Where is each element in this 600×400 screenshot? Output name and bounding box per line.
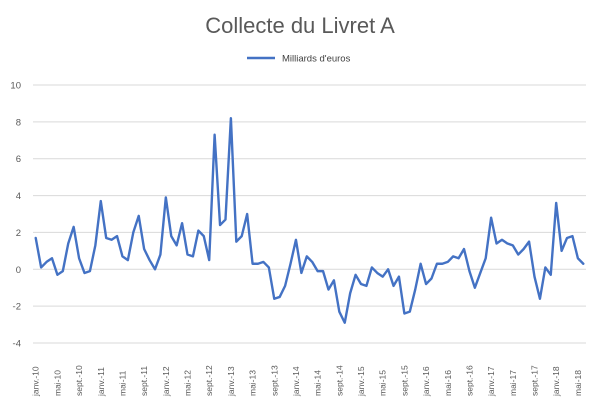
y-tick-label: -4: [13, 339, 21, 350]
y-tick-label: 8: [16, 117, 21, 128]
y-tick-label: 6: [16, 154, 21, 165]
x-tick-label: janv.-11: [96, 367, 106, 397]
x-tick-label: janv.-18: [551, 366, 561, 397]
gridlines: [33, 84, 586, 344]
x-tick-label: janv.-15: [356, 366, 366, 397]
x-tick-label: mai-18: [573, 370, 583, 396]
x-tick-label: sept.-10: [74, 365, 84, 396]
x-tick-label: mai-14: [313, 370, 323, 396]
y-tick-label: -2: [13, 302, 21, 313]
series-line: [34, 116, 585, 324]
x-tick-label: mai-13: [248, 370, 258, 396]
x-tick-label: janv.-17: [486, 366, 496, 397]
chart-title: Collecte du Livret A: [205, 13, 395, 38]
y-axis-ticks: -4 -2 0 2 4 6 8 10: [10, 81, 21, 350]
y-tick-label: 10: [10, 81, 21, 92]
x-tick-label: mai-12: [183, 370, 193, 396]
x-axis-ticks: janv.-10 mai-10 sept.-10 janv.-11 mai-11 sept…: [31, 365, 583, 397]
x-tick-label: sept.-13: [269, 365, 279, 396]
x-tick-label: mai-11: [117, 370, 127, 396]
x-tick-label: mai-15: [378, 370, 388, 396]
x-tick-label: mai-17: [508, 370, 518, 396]
legend: Milliards d'euros: [247, 54, 351, 65]
legend-label: Milliards d'euros: [282, 54, 351, 65]
x-tick-label: sept.-15: [399, 365, 409, 396]
x-tick-label: janv.-13: [226, 366, 236, 397]
x-tick-label: janv.-12: [161, 366, 171, 397]
y-tick-label: 2: [16, 228, 21, 239]
x-tick-label: janv.-16: [421, 366, 431, 397]
x-tick-label: sept.-12: [204, 365, 214, 396]
x-tick-label: sept.-14: [334, 365, 344, 396]
x-tick-label: janv.-10: [31, 366, 41, 397]
y-tick-label: 0: [16, 265, 21, 276]
x-tick-label: mai-16: [443, 370, 453, 396]
x-tick-label: janv.-14: [291, 366, 301, 397]
x-tick-label: sept.-16: [464, 365, 474, 396]
x-tick-label: mai-10: [52, 370, 62, 396]
x-tick-label: sept.-11: [139, 366, 149, 396]
series-layer: [34, 116, 585, 324]
x-tick-label: sept.-17: [529, 365, 539, 396]
y-tick-label: 4: [16, 191, 21, 202]
